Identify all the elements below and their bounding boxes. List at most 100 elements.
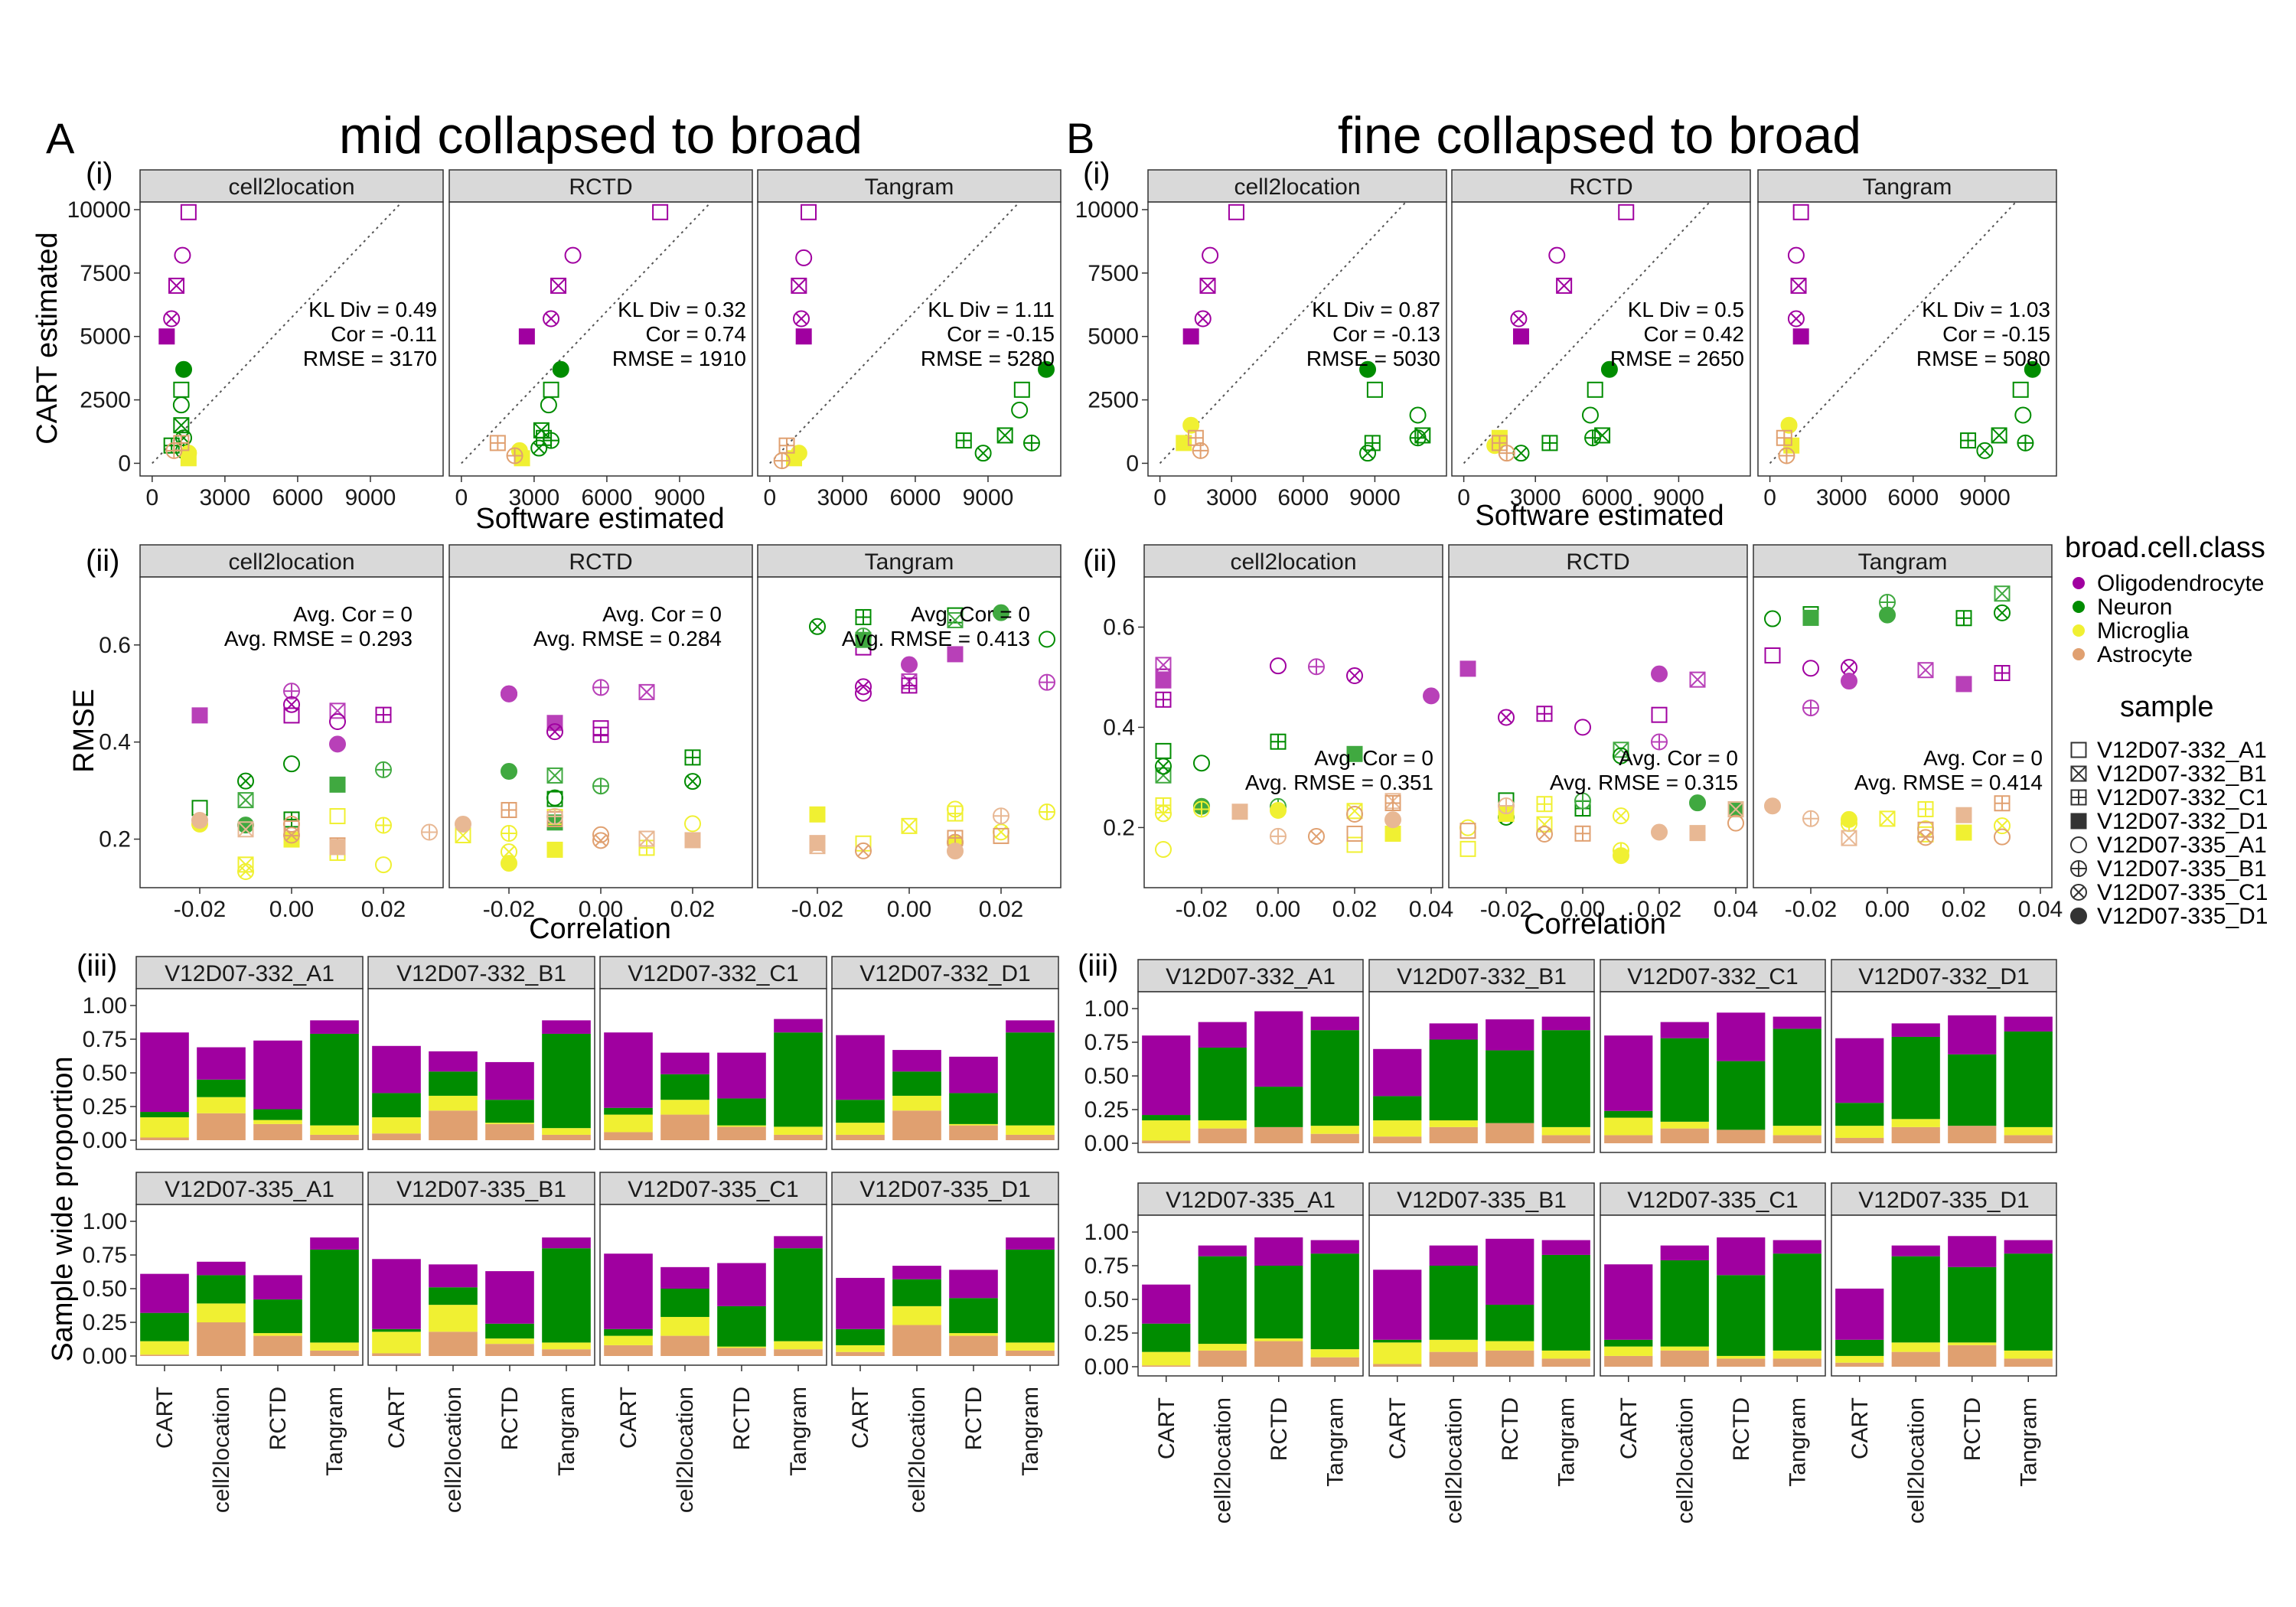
- bar-segment: [1142, 1351, 1191, 1366]
- data-point: [592, 726, 609, 743]
- data-point: [1459, 660, 1476, 677]
- bar-segment: [1373, 1136, 1422, 1143]
- data-point: [1594, 427, 1611, 444]
- bar-segment: [310, 1125, 359, 1135]
- bar-segment: [1773, 1240, 1821, 1254]
- bar-segment: [892, 1279, 941, 1306]
- bar-segment: [310, 1249, 359, 1343]
- A_iii-V12D07-332_B1-strip-label: V12D07-332_B1: [396, 961, 566, 986]
- bar-segment: [1948, 1266, 1997, 1343]
- data-point: [1841, 673, 1857, 690]
- data-point: [518, 328, 535, 345]
- y-tick-label: 2500: [80, 388, 131, 413]
- bar-segment: [197, 1097, 246, 1113]
- data-point: [1155, 691, 1172, 708]
- bar-segment: [1310, 1016, 1359, 1031]
- data-point: [1613, 847, 1629, 865]
- data-point: [158, 328, 175, 345]
- bar-segment: [836, 1134, 885, 1140]
- A_ii-RCTD-strip: [448, 544, 753, 578]
- data-point: [191, 707, 208, 724]
- data-point: [1802, 810, 1819, 827]
- y-axis-title-a-ii: RMSE: [68, 689, 100, 773]
- y-tick-label: 0.00: [1084, 1131, 1129, 1156]
- data-point: [809, 618, 826, 635]
- y-tick-label: 5000: [80, 324, 131, 350]
- data-point: [1231, 804, 1248, 820]
- identity-line: [1159, 201, 1407, 464]
- A_iii-facet-V12D07-332_D1: V12D07-332_D1: [831, 956, 1059, 1150]
- data-point: [191, 812, 208, 830]
- bar-segment: [542, 1020, 591, 1034]
- bar-segment: [1429, 1120, 1478, 1127]
- bar-segment: [949, 1333, 998, 1336]
- data-point: [684, 773, 701, 790]
- B_iii-V12D07-335_A1-strip: [1137, 1182, 1364, 1216]
- A_ii-Tangram-strip-label: Tangram: [865, 549, 954, 575]
- data-point: [2024, 360, 2041, 378]
- data-point: [1613, 742, 1629, 758]
- bar-segment: [836, 1123, 885, 1135]
- data-point: [1787, 246, 1805, 264]
- x-tick-label: -0.02: [174, 897, 226, 922]
- bar-segment: [892, 1305, 941, 1325]
- bar-segment: [542, 1033, 591, 1129]
- data-point: [1764, 797, 1781, 815]
- data-point: [1955, 676, 1972, 693]
- data-point: [1787, 310, 1805, 328]
- bar-segment: [197, 1047, 246, 1080]
- x-tick-label: cell2location: [1672, 1397, 1698, 1524]
- B_iii-V12D07-332_D1-strip-label: V12D07-332_D1: [1858, 964, 2030, 989]
- bar-segment: [1948, 1345, 1997, 1367]
- data-point: [329, 776, 346, 793]
- bar-segment: [604, 1032, 653, 1108]
- bar-segment: [1254, 1338, 1303, 1341]
- data-point: [1541, 435, 1558, 451]
- legend-label: Oligodendrocyte: [2097, 571, 2264, 596]
- data-point: [501, 825, 517, 843]
- bar-segment: [197, 1261, 246, 1276]
- data-point: [947, 646, 964, 663]
- data-point: [552, 360, 569, 378]
- data-point: [1790, 277, 1807, 294]
- y-tick-label: 0.50: [1084, 1287, 1129, 1312]
- data-point: [1366, 381, 1383, 398]
- data-point: [530, 439, 548, 457]
- data-point: [1194, 310, 1212, 328]
- data-point: [1308, 827, 1325, 845]
- data-point: [778, 437, 795, 454]
- bar-segment: [836, 1277, 885, 1329]
- legend-label: Neuron: [2097, 595, 2172, 620]
- legend-label: V12D07-335_B1: [2097, 856, 2267, 882]
- legend-swatch: [2073, 624, 2085, 637]
- A_iii-facet-V12D07-335_B1: V12D07-335_B1 CART cell2location RCTD Tangra…: [367, 1172, 595, 1513]
- B_ii-cell2location-strip-label: cell2location: [1230, 549, 1356, 575]
- y-tick-label: 0.00: [83, 1128, 127, 1153]
- data-point: [1155, 758, 1172, 775]
- data-point: [237, 792, 254, 809]
- bar-segment: [1541, 1254, 1590, 1351]
- bar-segment: [1142, 1120, 1191, 1141]
- bar-segment: [1429, 1339, 1478, 1352]
- bar-segment: [1891, 1119, 1940, 1127]
- data-point: [955, 432, 972, 449]
- data-point: [1459, 823, 1476, 839]
- x-tick-label: 0.02: [1332, 897, 1377, 922]
- bar-segment: [1717, 1275, 1766, 1356]
- y-tick-label: 0.4: [1103, 715, 1135, 740]
- bar-segment: [310, 1033, 359, 1126]
- data-point: [283, 707, 300, 724]
- A_iii-facet-V12D07-335_C1: V12D07-335_C1 CART cell2location RCTD Tangra…: [599, 1172, 827, 1513]
- bar-segment: [660, 1100, 709, 1115]
- bar-segment: [1198, 1344, 1247, 1351]
- A_ii-cell2location-strip-label: cell2location: [228, 549, 354, 575]
- B_i-Tangram-strip: [1757, 169, 2057, 203]
- data-point: [546, 789, 563, 807]
- data-point: [795, 328, 812, 345]
- bar-segment: [1604, 1117, 1653, 1136]
- x-tick-label: 0.02: [1637, 897, 1681, 922]
- data-point: [375, 856, 392, 874]
- data-point: [1792, 328, 1809, 345]
